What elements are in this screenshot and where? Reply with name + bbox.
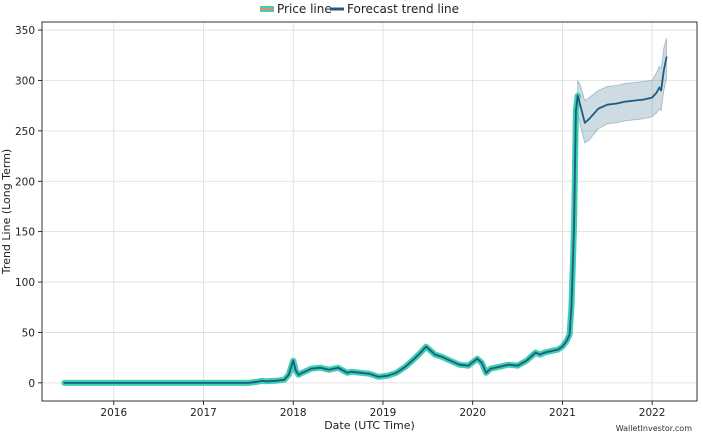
series-line-price-line <box>61 92 581 386</box>
y-tick-label: 300 <box>15 75 35 87</box>
legend-label-forecast-trend-line: Forecast trend line <box>347 2 459 16</box>
y-axis-ticks: 0 50 100 150 200 250 300 350 <box>15 25 42 390</box>
y-tick-label: 0 <box>28 378 35 390</box>
legend-swatch-forecast-trend-line <box>330 7 344 11</box>
plot-area-frame <box>41 21 698 402</box>
y-tick-label: 50 <box>22 327 35 339</box>
legend-label-price-line: Price line <box>277 2 332 16</box>
x-axis-label: Date (UTC Time) <box>324 419 415 432</box>
x-tick-label: 2020 <box>459 407 486 419</box>
legend-swatch-price-line-inner <box>260 8 274 10</box>
x-tick-label: 2022 <box>639 407 666 419</box>
y-tick-label: 350 <box>15 25 35 37</box>
x-tick-label: 2021 <box>549 407 576 419</box>
series-line-forecast-trend-line <box>63 56 668 384</box>
forecast-band-layer <box>577 37 667 144</box>
series-layer <box>61 56 668 386</box>
grid-lines <box>42 22 697 401</box>
x-tick-label: 2017 <box>190 407 217 419</box>
x-axis-ticks: 2016 2017 2018 2019 2020 2021 2022 <box>100 401 666 419</box>
y-tick-label: 250 <box>15 126 35 138</box>
x-tick-label: 2016 <box>100 407 127 419</box>
y-tick-label: 200 <box>15 176 35 188</box>
y-tick-label: 150 <box>15 227 35 239</box>
x-tick-label: 2019 <box>370 407 397 419</box>
x-tick-label: 2018 <box>280 407 307 419</box>
y-axis-label: Trend Line (Long Term) <box>0 149 13 275</box>
y-tick-label: 100 <box>15 277 35 289</box>
legend: Price line Forecast trend line <box>260 2 459 16</box>
forecast-confidence-band <box>577 37 667 144</box>
watermark-text: WalletInvestor.com <box>616 424 692 433</box>
